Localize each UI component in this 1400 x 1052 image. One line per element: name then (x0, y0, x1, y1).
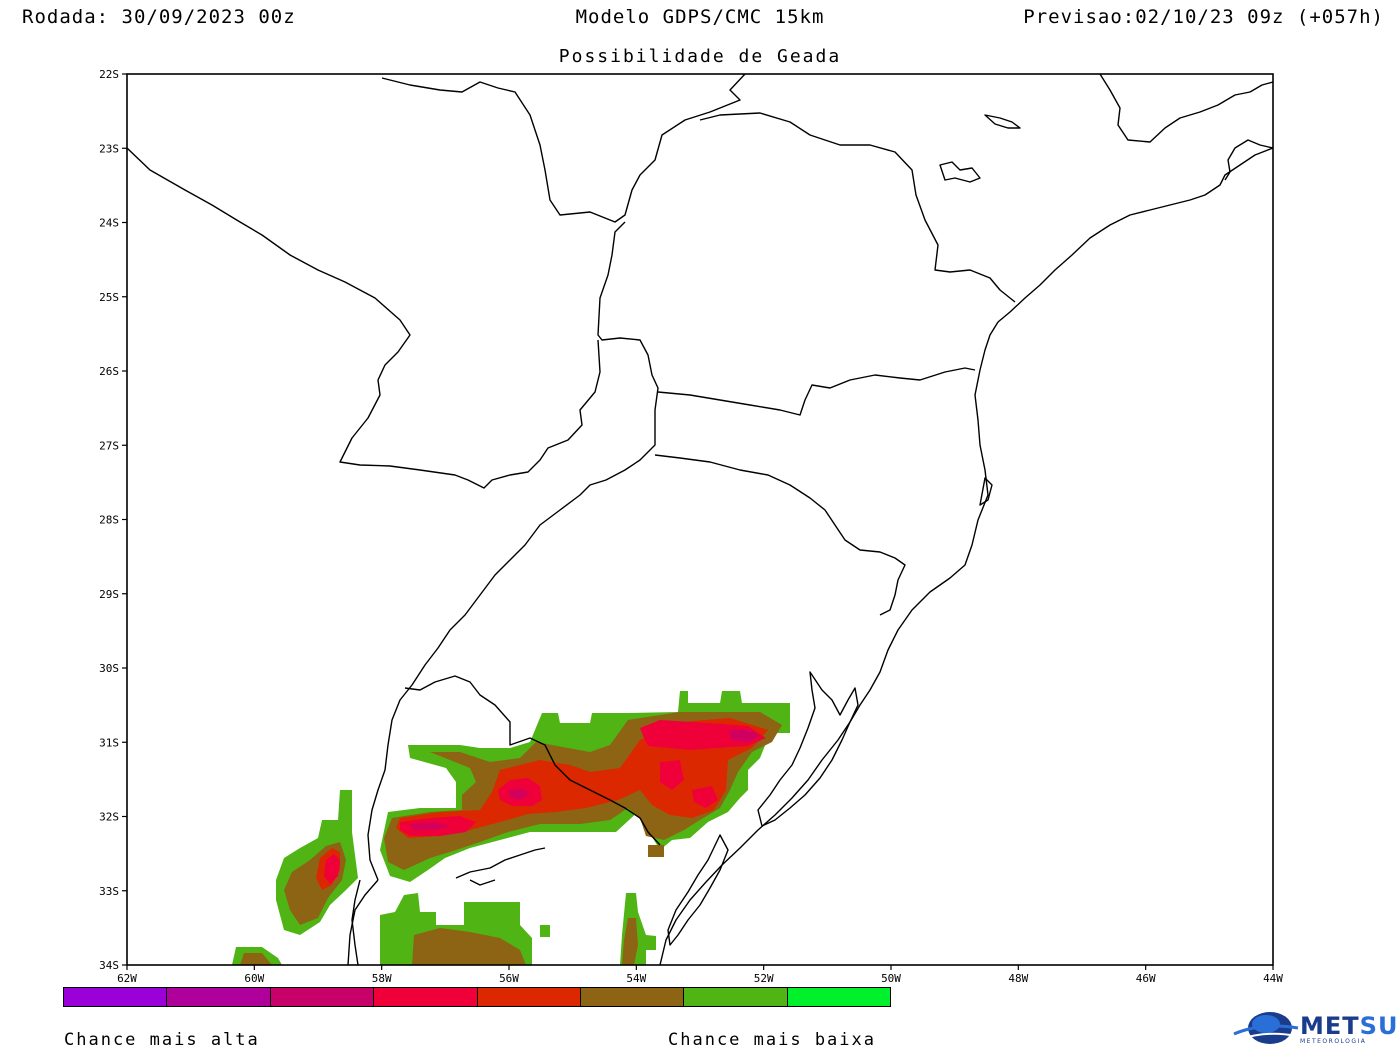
lon-label: 56W (499, 972, 519, 985)
boundary-line (367, 221, 659, 881)
lat-label: 29S (99, 588, 119, 601)
axis-ticks (122, 73, 1274, 970)
run-date: Rodada: 30/09/2023 00z (22, 6, 296, 28)
river (455, 847, 546, 886)
colorbar-label-low: Chance mais baixa (668, 1030, 876, 1050)
coastline (1224, 139, 1273, 181)
boundary-line (1099, 74, 1273, 143)
lat-label: 31S (99, 736, 119, 749)
map-boundaries (127, 74, 1273, 965)
frost-area-green (540, 925, 550, 937)
frost-area-brown (240, 953, 272, 965)
frost-area-brown (622, 918, 638, 965)
colorbar (63, 987, 891, 1007)
lon-label: 44W (1263, 972, 1283, 985)
boundary-line (127, 147, 601, 489)
colorbar-cell (64, 988, 168, 1006)
lon-label: 58W (372, 972, 392, 985)
colorbar-cell (684, 988, 788, 1006)
lat-label: 26S (99, 365, 119, 378)
frost-area-magenta (728, 730, 760, 742)
lat-labels: 22S 23S 24S 25S 26S 27S 28S 29S 30S 31S 32S 33S 34S (99, 68, 119, 972)
lon-label: 50W (881, 972, 901, 985)
lat-label: 23S (99, 142, 119, 155)
coastline (659, 147, 1273, 965)
lat-label: 30S (99, 662, 119, 675)
boundary-line (381, 74, 746, 223)
frost-area-magenta (508, 788, 530, 800)
lon-label: 62W (117, 972, 137, 985)
boundary-line (654, 454, 906, 616)
model-name: Modelo GDPS/CMC 15km (575, 6, 825, 28)
frost-map: 22S23S24S25S26S27S28S29S30S31S32S33S34S … (99, 68, 1283, 985)
map-subtitle: Possibilidade de Geada (558, 46, 842, 67)
colorbar-cell (374, 988, 478, 1006)
coastline (351, 879, 361, 965)
boundary-line (699, 112, 1016, 303)
lagoon (757, 671, 859, 827)
lat-label: 25S (99, 291, 119, 304)
lon-label: 46W (1136, 972, 1156, 985)
colorbar-cell (580, 988, 685, 1006)
map-frame (126, 73, 1274, 966)
globe-icon (1233, 1012, 1299, 1044)
lake (984, 114, 1021, 129)
frost-shading (232, 691, 790, 965)
metsul-logo: METSUL METEOROLOGIA (1232, 1008, 1400, 1048)
colorbar-cell (477, 988, 581, 1006)
lat-label: 33S (99, 885, 119, 898)
frost-area-brown (412, 928, 526, 965)
island (979, 477, 993, 506)
boundary-line (404, 675, 661, 846)
lagoon (667, 834, 729, 946)
lat-label: 27S (99, 439, 119, 452)
lake (939, 161, 981, 183)
frost-area-red (660, 760, 684, 790)
colorbar-cell (787, 988, 890, 1006)
colorbar-cell (167, 988, 271, 1006)
colorbar-cell (270, 988, 375, 1006)
lon-label: 54W (626, 972, 646, 985)
frost-area-red (324, 854, 340, 884)
lat-label: 32S (99, 811, 119, 824)
frost-area-red (640, 720, 766, 750)
frost-area-red (692, 786, 718, 808)
coastline (347, 879, 379, 965)
lon-label: 52W (754, 972, 774, 985)
lon-label: 60W (244, 972, 264, 985)
lon-label: 48W (1008, 972, 1028, 985)
lat-label: 22S (99, 68, 119, 81)
frost-area-magenta (410, 822, 450, 830)
lat-label: 28S (99, 514, 119, 527)
lon-labels: 62W 60W 58W 56W 54W 52W 50W 48W 46W 44W (117, 972, 1283, 985)
logo-wordmark: METSUL (1300, 1012, 1400, 1040)
forecast-valid-time: Previsao:02/10/23 09z (+057h) (1023, 6, 1384, 28)
lat-label: 24S (99, 217, 119, 230)
frost-area-brown (648, 845, 664, 857)
boundary-line (657, 367, 976, 416)
colorbar-label-high: Chance mais alta (64, 1030, 260, 1050)
logo-subtitle: METEOROLOGIA (1300, 1038, 1367, 1045)
lat-label: 34S (99, 959, 119, 972)
